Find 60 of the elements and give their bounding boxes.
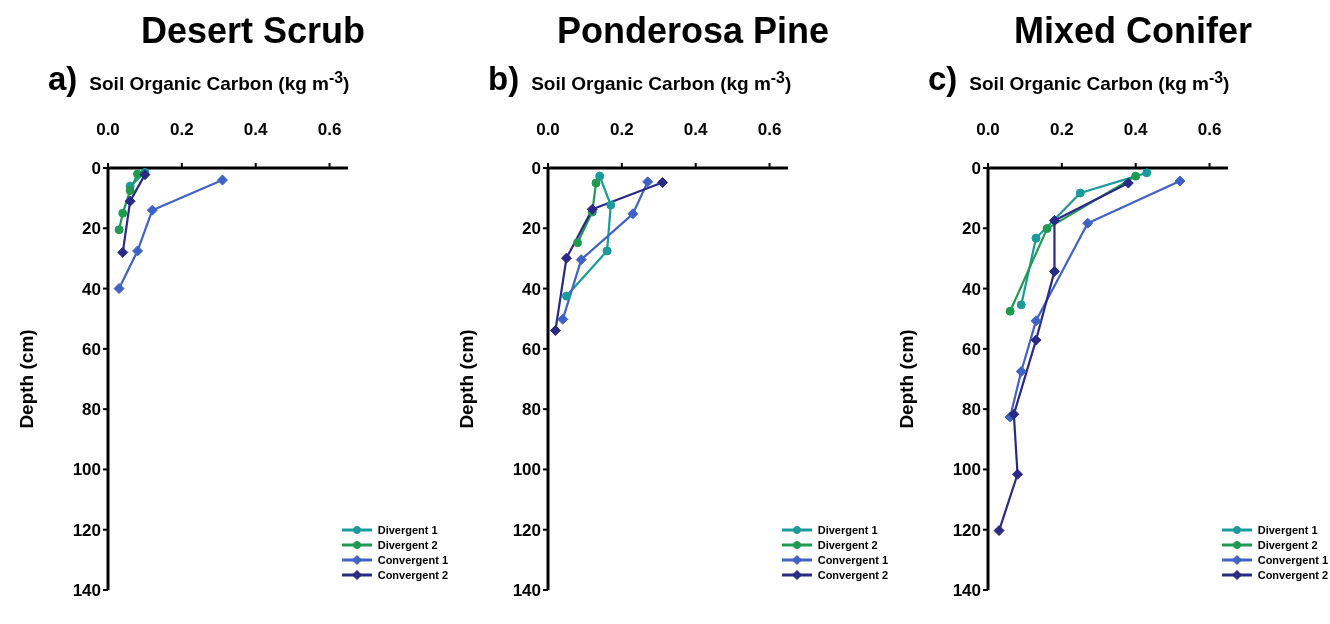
x-tick-label: 0.4 [243,120,269,139]
x-tick-label: 0.2 [170,120,194,139]
y-tick-label: 20 [82,219,101,239]
y-tick-label: 0 [531,159,541,179]
y-tick-label: 140 [952,581,981,601]
y-axis-title: Depth (cm) [15,329,37,429]
y-tick-label: 60 [522,339,541,359]
y-tick-label: 140 [512,581,541,601]
legend-label: Convergent 1 [377,553,448,566]
x-tick-label: 0.6 [757,120,782,139]
legend-label: Divergent 1 [377,523,438,536]
legend-label: Divergent 1 [817,523,878,536]
y-tick-label: 60 [962,339,981,359]
y-tick-label: 80 [82,400,101,420]
legend-label: Divergent 1 [1257,523,1318,536]
chart-subtitle: b) [488,60,520,98]
chart-title: Ponderosa Pine [555,9,831,53]
y-tick-label: 100 [512,460,541,480]
legend-label: Convergent 1 [817,553,888,566]
x-tick-label: 0.4 [1123,120,1149,139]
y-tick-label: 40 [962,279,981,299]
y-tick-label: 120 [512,520,541,540]
y-tick-label: 0 [971,159,981,179]
legend-label: Divergent 2 [377,538,438,551]
y-tick-label: 120 [952,520,981,540]
x-tick-label: 0.4 [683,120,709,139]
x-tick-label: 0.2 [1050,120,1074,139]
y-tick-label: 140 [72,581,101,601]
y-tick-label: 80 [962,400,981,420]
legend-label: Convergent 1 [1257,553,1328,566]
y-tick-label: 40 [82,279,101,299]
y-tick-label: 100 [952,460,981,480]
x-axis-title: Soil Organic Carbon (kg m$^{-3}$) [969,68,1230,95]
x-tick-label: 0.0 [976,120,1000,139]
y-axis-title: Depth (cm) [455,329,477,429]
x-axis-title: Soil Organic Carbon (kg m$^{-3}$) [531,68,792,95]
legend-label: Convergent 2 [1257,568,1328,581]
y-tick-label: 120 [72,520,101,540]
y-tick-label: 60 [82,339,101,359]
x-tick-label: 0.6 [317,120,342,139]
chart-title: Mixed Conifer [1013,9,1253,53]
legend-label: Convergent 2 [817,568,888,581]
legend-label: Convergent 2 [377,568,448,581]
y-tick-label: 20 [522,219,541,239]
y-tick-label: 100 [72,460,101,480]
x-tick-label: 0.6 [1197,120,1222,139]
chart-subtitle: c) [928,60,958,98]
legend-label: Divergent 2 [817,538,878,551]
y-tick-label: 0 [91,159,101,179]
y-axis-title: Depth (cm) [895,329,917,429]
x-axis-title: Soil Organic Carbon (kg m$^{-3}$) [89,68,350,95]
legend-label: Divergent 2 [1257,538,1318,551]
chart-title: Desert Scrub [139,9,367,53]
chart-subtitle: a) [48,60,78,98]
y-tick-label: 80 [522,400,541,420]
x-tick-label: 0.0 [96,120,120,139]
y-tick-label: 40 [522,279,541,299]
y-tick-label: 20 [962,219,981,239]
x-tick-label: 0.2 [610,120,634,139]
x-tick-label: 0.0 [536,120,560,139]
